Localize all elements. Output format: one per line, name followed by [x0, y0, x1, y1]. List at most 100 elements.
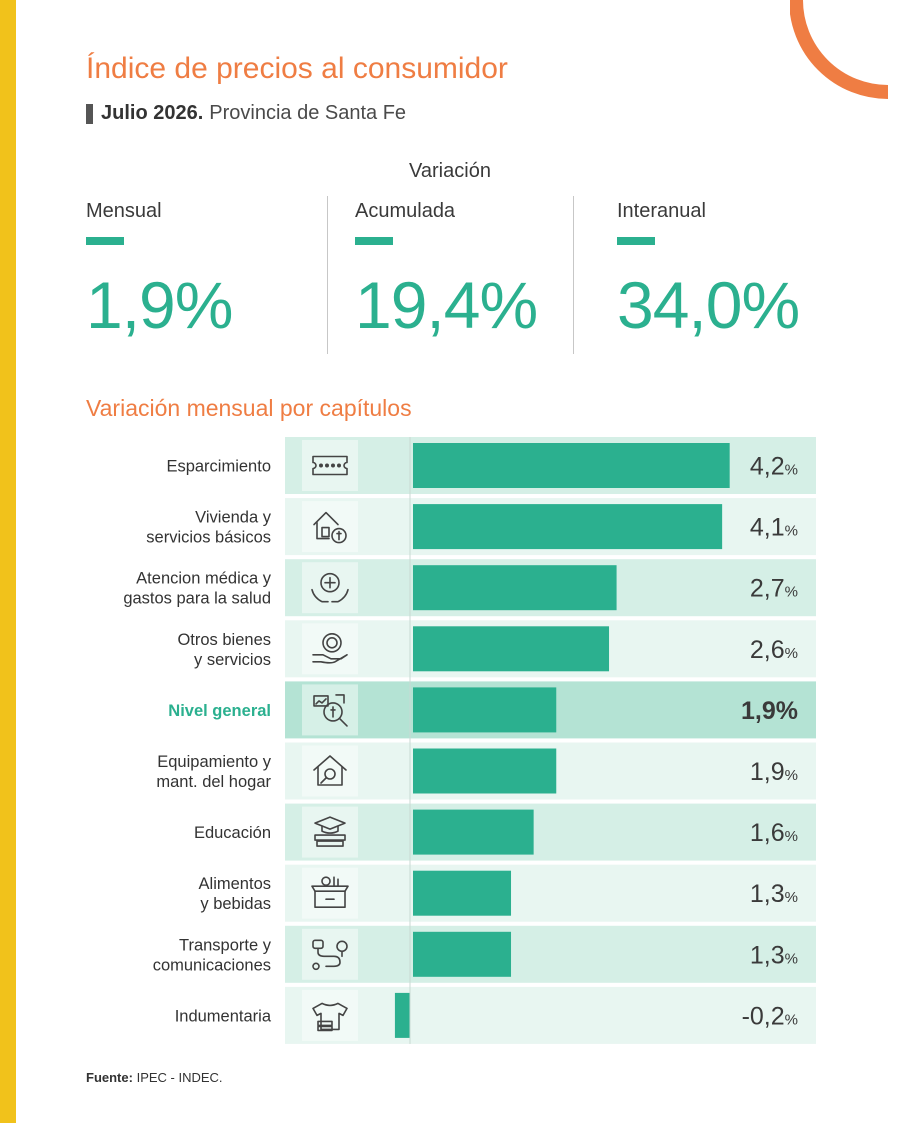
- row-background: [285, 803, 816, 861]
- category-label: Indumentaria: [175, 1007, 272, 1025]
- category-label: Transporte y comunicaciones: [153, 936, 272, 974]
- value-unit: %: [785, 828, 798, 845]
- page-subtitle: Julio 2026. Provincia de Santa Fe: [86, 102, 406, 125]
- kpi-label: Mensual: [86, 200, 162, 222]
- icon-cell: [302, 806, 358, 858]
- category-label: Equipamiento y mant. del hogar: [156, 753, 271, 791]
- health-hands-icon: [311, 572, 349, 603]
- icon-cell: [302, 745, 358, 797]
- value-number: 1,3: [750, 880, 785, 908]
- category-label-line: Otros bienes: [177, 631, 271, 649]
- icon-cell: [302, 684, 358, 736]
- value-number: 1,6: [750, 819, 785, 847]
- value-number: 2,6: [750, 636, 785, 664]
- category-label-line: Atencion médica y: [136, 570, 272, 588]
- category-label-line: Esparcimiento: [166, 458, 271, 476]
- kpi-value: 1,9%: [86, 268, 233, 342]
- category-label: Educación: [194, 824, 271, 842]
- icon-cell: [302, 440, 358, 491]
- source-text: IPEC - INDEC.: [136, 1070, 223, 1085]
- bar: [413, 504, 723, 550]
- chart-row: Vivienda y servicios básicos 4,1%: [146, 498, 816, 556]
- variation-heading: Variación: [409, 160, 491, 182]
- row-background: [285, 864, 816, 922]
- category-label: Alimentos y bebidas: [199, 875, 271, 913]
- bar: [413, 931, 512, 977]
- value-number: 4,1: [750, 514, 785, 542]
- subtitle-date: Julio 2026.: [101, 102, 204, 124]
- category-label: Esparcimiento: [166, 458, 271, 476]
- ticket-icon: [312, 455, 348, 476]
- category-label-line: comunicaciones: [153, 956, 271, 974]
- house-wrench-icon: [313, 755, 347, 786]
- category-label: Atencion médica y gastos para la salud: [123, 570, 271, 608]
- icon-cell: [302, 501, 358, 553]
- value-unit: %: [785, 645, 798, 662]
- left-accent-stripe: [0, 0, 16, 1123]
- value-unit: %: [785, 523, 798, 540]
- kpi-value: 19,4%: [355, 268, 538, 342]
- category-label-line: Educación: [194, 824, 271, 842]
- value-unit: %: [785, 889, 798, 906]
- category-label: Nivel general: [168, 702, 271, 720]
- chart-section-title: Variación mensual por capítulos: [86, 395, 412, 421]
- icon-cell: [302, 989, 358, 1041]
- value-label: 1,3%: [750, 941, 798, 969]
- category-label-line: gastos para la salud: [123, 590, 271, 608]
- source-label: Fuente:: [86, 1070, 133, 1085]
- kpi-interanual: Interanual 34,0%: [617, 200, 800, 343]
- bar: [413, 809, 534, 855]
- chart-row: Atencion médica y gastos para la salud 2,7…: [123, 559, 816, 617]
- value-label: -0,2%: [742, 1002, 798, 1030]
- clothes-icon: [312, 1002, 348, 1032]
- bar: [394, 992, 410, 1038]
- kpi-label: Interanual: [617, 200, 706, 222]
- chart-row: Educación 1,6%: [194, 803, 816, 861]
- category-label-line: y servicios: [194, 651, 271, 669]
- row-background: [285, 925, 816, 983]
- value-label: 1,6%: [750, 819, 798, 847]
- graduation-books-icon: [314, 816, 346, 847]
- category-label-line: Indumentaria: [175, 1007, 272, 1025]
- value-unit: %: [785, 462, 798, 479]
- icon-cell: [302, 928, 358, 980]
- icon-cell: [302, 623, 358, 675]
- kpi-divider: [327, 196, 328, 354]
- value-label: 4,2%: [750, 453, 798, 481]
- subtitle-region: Provincia de Santa Fe: [209, 102, 407, 124]
- kpi-label: Acumulada: [355, 200, 456, 222]
- house-bill-icon: [313, 511, 347, 544]
- category-label-line: mant. del hogar: [156, 773, 271, 791]
- chart-row: Indumentaria -0,2%: [175, 986, 816, 1044]
- row-background: [285, 986, 816, 1044]
- value-number: 1,9: [750, 758, 785, 786]
- category-label-line: Transporte y: [179, 936, 272, 954]
- value-number: 1,3: [750, 941, 785, 969]
- value-unit: %: [785, 1011, 798, 1028]
- value-number: 2,7: [750, 575, 785, 603]
- value-label: 1,9%: [741, 697, 798, 725]
- kpi-value: 34,0%: [617, 268, 800, 342]
- bar: [413, 748, 557, 794]
- chart-row: Equipamiento y mant. del hogar 1,9%: [156, 742, 816, 800]
- kpi-dash: [617, 237, 655, 245]
- hand-coin-icon: [312, 632, 348, 664]
- chart-row: Otros bienes y servicios 2,6%: [177, 620, 816, 678]
- category-label-line: y bebidas: [200, 895, 271, 913]
- bar: [413, 565, 617, 611]
- kpi-dash: [355, 237, 393, 245]
- category-label-line: Alimentos: [199, 875, 271, 893]
- corner-arc-decoration: [790, 0, 889, 99]
- bar: [413, 687, 557, 733]
- value-label: 1,9%: [750, 758, 798, 786]
- value-unit: %: [785, 767, 798, 784]
- chart-row: Alimentos y bebidas 1,3%: [199, 864, 816, 922]
- page-title: Índice de precios al consumidor: [86, 52, 508, 85]
- kpi-mensual: Mensual 1,9%: [86, 200, 233, 343]
- grocery-box-icon: [311, 876, 349, 908]
- value-label: 4,1%: [750, 514, 798, 542]
- kpi-dash: [86, 237, 124, 245]
- icon-cell: [302, 867, 358, 919]
- category-label: Otros bienes y servicios: [177, 631, 271, 669]
